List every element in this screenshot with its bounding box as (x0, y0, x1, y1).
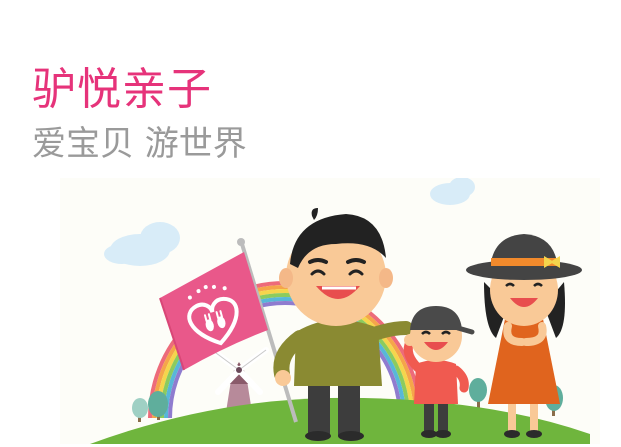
family-illustration (60, 178, 600, 444)
father-figure (273, 208, 413, 441)
windmill-icon (209, 347, 269, 412)
flag-pole (240, 243, 298, 423)
child-figure (403, 306, 475, 438)
mother-figure (466, 234, 582, 438)
tree-icon (132, 398, 148, 422)
tree-icon (469, 378, 487, 408)
brand-title: 驴悦亲子 (32, 64, 212, 115)
cloud-icon (104, 222, 180, 266)
brand-tagline: 爱宝贝 游世界 (32, 124, 247, 164)
flag-logo (159, 252, 268, 371)
cloud-icon (430, 178, 475, 205)
tree-icon (148, 391, 168, 420)
